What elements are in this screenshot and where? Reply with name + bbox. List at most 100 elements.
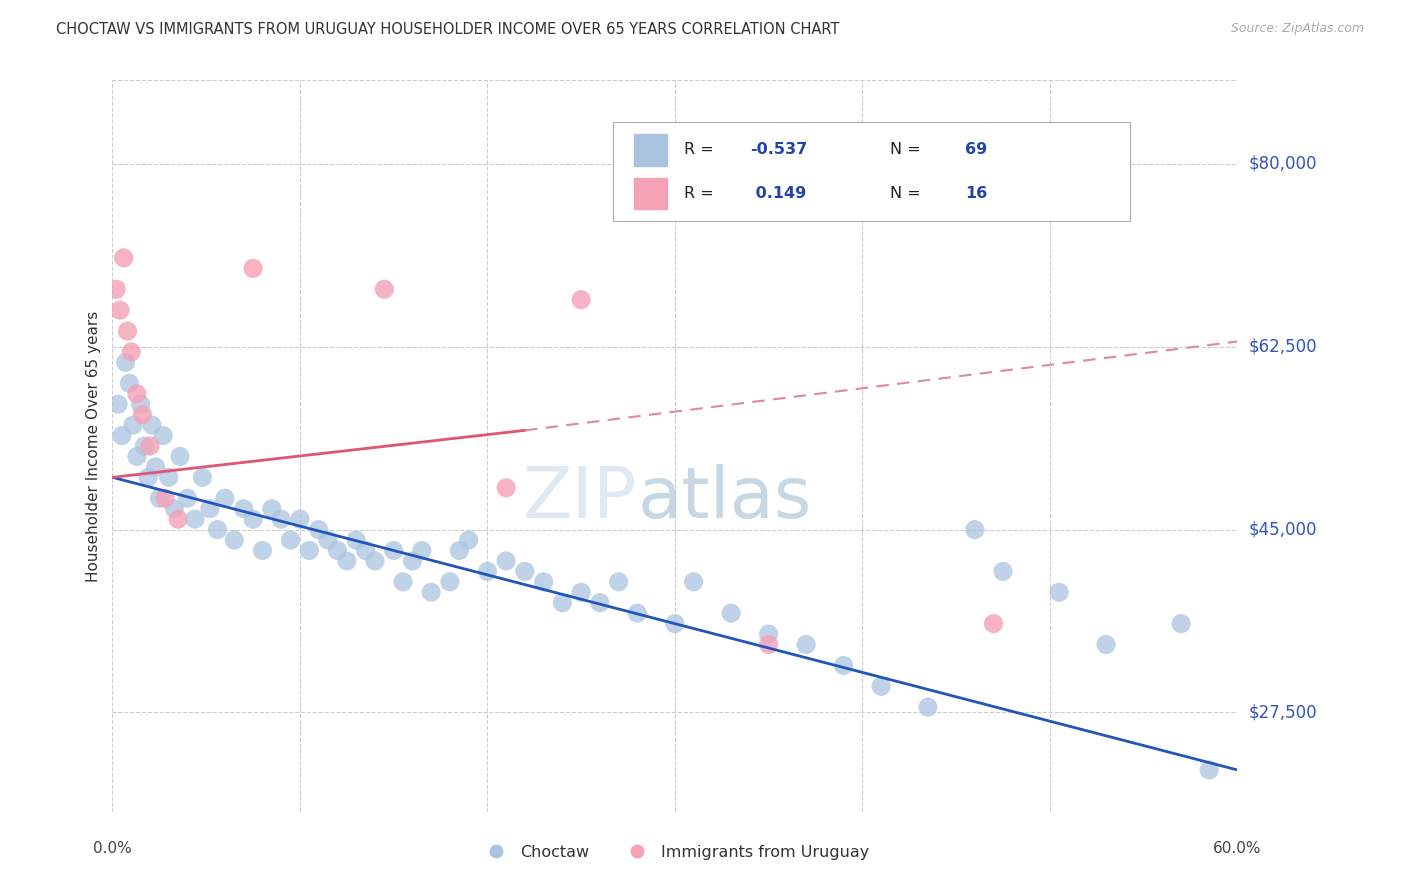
Point <box>270 512 292 526</box>
Point <box>184 512 207 526</box>
Point <box>411 543 433 558</box>
Point <box>1095 638 1118 652</box>
Point <box>242 261 264 276</box>
Point <box>148 491 170 506</box>
Point <box>118 376 141 391</box>
Point <box>344 533 367 547</box>
Point <box>232 501 254 516</box>
Text: ZIP: ZIP <box>523 464 637 533</box>
Point <box>551 596 574 610</box>
Point <box>152 428 174 442</box>
Point <box>134 439 156 453</box>
Bar <box>634 134 668 166</box>
Text: Source: ZipAtlas.com: Source: ZipAtlas.com <box>1230 22 1364 36</box>
Point <box>111 428 134 442</box>
Point <box>495 481 517 495</box>
Point <box>153 491 176 506</box>
Text: atlas: atlas <box>637 464 811 533</box>
Text: $62,500: $62,500 <box>1249 338 1317 356</box>
Point <box>316 533 339 547</box>
Point <box>382 543 405 558</box>
Point <box>758 638 780 652</box>
Point <box>207 523 229 537</box>
Point <box>117 324 139 338</box>
Point <box>401 554 423 568</box>
Point <box>720 606 742 620</box>
Point <box>1047 585 1070 599</box>
Point <box>439 574 461 589</box>
Point <box>163 501 186 516</box>
Point <box>125 386 148 401</box>
Text: 60.0%: 60.0% <box>1213 841 1261 856</box>
Point <box>122 418 145 433</box>
Point <box>682 574 704 589</box>
Point <box>136 470 159 484</box>
Point <box>457 533 479 547</box>
Point <box>125 450 148 464</box>
Point <box>832 658 855 673</box>
Y-axis label: Householder Income Over 65 years: Householder Income Over 65 years <box>86 310 101 582</box>
Point <box>392 574 415 589</box>
Point <box>326 543 349 558</box>
Point <box>963 523 986 537</box>
Point <box>145 459 167 474</box>
Point <box>420 585 443 599</box>
Point <box>260 501 283 516</box>
Point <box>354 543 377 558</box>
Point <box>373 282 395 296</box>
Point <box>589 596 612 610</box>
Point <box>336 554 359 568</box>
Text: 69: 69 <box>966 143 987 157</box>
Point <box>107 397 129 411</box>
Point <box>794 638 817 652</box>
Point <box>157 470 180 484</box>
Point <box>991 565 1014 579</box>
Legend: Choctaw, Immigrants from Uruguay: Choctaw, Immigrants from Uruguay <box>474 838 876 866</box>
Point <box>449 543 471 558</box>
Point <box>112 251 135 265</box>
Text: CHOCTAW VS IMMIGRANTS FROM URUGUAY HOUSEHOLDER INCOME OVER 65 YEARS CORRELATION : CHOCTAW VS IMMIGRANTS FROM URUGUAY HOUSE… <box>56 22 839 37</box>
Text: 16: 16 <box>966 186 987 201</box>
Point <box>298 543 321 558</box>
Point <box>114 355 136 369</box>
Point <box>176 491 198 506</box>
Point <box>120 345 142 359</box>
Point <box>131 408 153 422</box>
Point <box>252 543 274 558</box>
Point <box>214 491 236 506</box>
Point <box>569 585 592 599</box>
FancyBboxPatch shape <box>613 122 1130 221</box>
Text: 0.0%: 0.0% <box>93 841 132 856</box>
Point <box>870 679 893 693</box>
Point <box>758 627 780 641</box>
Point <box>664 616 686 631</box>
Point <box>1170 616 1192 631</box>
Text: R =: R = <box>685 186 724 201</box>
Text: $80,000: $80,000 <box>1249 155 1317 173</box>
Point <box>129 397 152 411</box>
Point <box>533 574 555 589</box>
Point <box>280 533 302 547</box>
Point <box>108 303 131 318</box>
Point <box>288 512 311 526</box>
Point <box>364 554 387 568</box>
Point <box>191 470 214 484</box>
Point <box>169 450 191 464</box>
Point <box>513 565 536 579</box>
Point <box>477 565 499 579</box>
Text: N =: N = <box>890 186 927 201</box>
Text: -0.537: -0.537 <box>749 143 807 157</box>
Bar <box>634 178 668 210</box>
Text: $45,000: $45,000 <box>1249 521 1317 539</box>
Point <box>308 523 330 537</box>
Point <box>569 293 592 307</box>
Point <box>105 282 128 296</box>
Point <box>242 512 264 526</box>
Text: R =: R = <box>685 143 718 157</box>
Point <box>139 439 162 453</box>
Text: $27,500: $27,500 <box>1249 704 1317 722</box>
Point <box>607 574 630 589</box>
Point <box>495 554 517 568</box>
Point <box>198 501 221 516</box>
Text: N =: N = <box>890 143 927 157</box>
